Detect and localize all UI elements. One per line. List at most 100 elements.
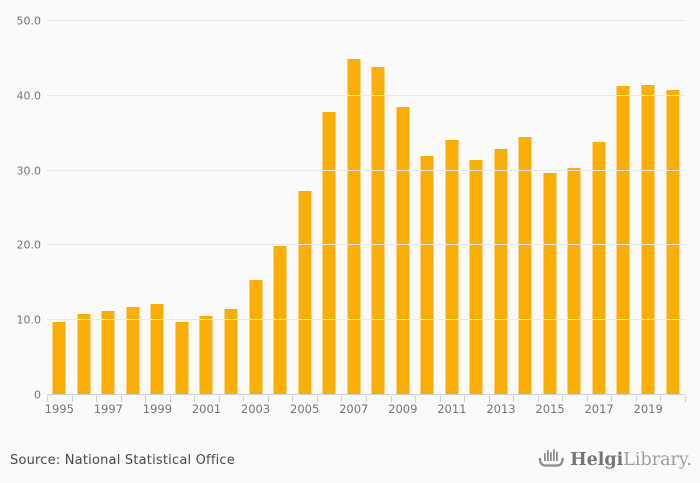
bar-1995: [52, 321, 66, 395]
bar-2009: [396, 107, 410, 395]
bar-band-2008: [366, 21, 391, 395]
chart-footer: Source: National Statistical Office: [0, 437, 700, 483]
x-axis-tick: [685, 396, 686, 402]
x-axis-tick: [586, 396, 588, 402]
y-axis-tick-label: 0: [34, 388, 41, 402]
bar-band-1999: [145, 21, 170, 395]
x-axis-tick-label: 2011: [437, 402, 467, 416]
bar-1998: [126, 307, 140, 395]
bar-band-2001: [194, 21, 219, 395]
x-axis-tick-label: 2005: [290, 402, 320, 416]
bar-band-2012: [464, 21, 489, 395]
x-axis-tick: [292, 396, 294, 402]
gridline: [47, 94, 685, 96]
source-caption: Source: National Statistical Office: [10, 453, 235, 468]
x-axis-tick-label: 2013: [486, 402, 516, 416]
bar-band-2010: [415, 21, 440, 395]
bar-band-2011: [440, 21, 465, 395]
x-axis-tick: [169, 396, 171, 402]
bar-2011: [445, 139, 459, 395]
x-axis-tick: [366, 396, 367, 402]
brand-name: HelgiLibrary.: [570, 449, 692, 470]
bar-2003: [249, 279, 263, 395]
viking-ship-icon: [538, 448, 565, 473]
bar-2014: [518, 136, 532, 395]
x-axis-tick-label: 1997: [93, 402, 123, 416]
bar-2007: [347, 59, 361, 395]
bar-band-2009: [390, 21, 415, 395]
bar-2019: [641, 85, 655, 395]
x-axis-tick: [537, 396, 539, 402]
bar-band-2013: [489, 21, 514, 395]
gridline: [47, 20, 685, 21]
x-axis-tick-label: 2009: [388, 402, 418, 416]
bar-band-2006: [317, 21, 342, 395]
brand-name-light: Library.: [623, 449, 692, 470]
bar-2012: [469, 160, 483, 395]
x-axis-tick: [390, 396, 392, 402]
bar-2006: [322, 111, 336, 395]
x-axis-tick-label: 2001: [191, 402, 222, 416]
y-axis-tick-label: 40.0: [16, 89, 42, 103]
bar-2018: [616, 86, 630, 395]
x-axis-tick-label: 1995: [44, 402, 74, 416]
bar-2016: [567, 168, 581, 395]
x-axis-tick: [660, 396, 662, 402]
y-axis-tick-label: 50.0: [16, 14, 42, 28]
bar-band-2005: [292, 21, 317, 395]
x-axis-tick: [415, 396, 417, 402]
bar-2005: [298, 190, 312, 395]
x-axis-tick: [71, 396, 73, 402]
bar-band-2014: [513, 21, 538, 395]
gridline: [47, 169, 685, 171]
gridline: [47, 244, 685, 246]
bar-1999: [150, 303, 164, 395]
bar-band-2019: [636, 21, 661, 395]
bar-2008: [371, 67, 385, 395]
x-axis-ticks: [47, 395, 686, 402]
x-axis-tick-label: 2003: [240, 402, 271, 416]
bar-band-2007: [341, 21, 366, 395]
gridline: [47, 319, 685, 321]
plot-area: [47, 20, 686, 402]
x-axis-tick: [513, 396, 515, 402]
x-axis-tick: [96, 396, 98, 402]
x-axis-labels: 1995 1997 1999 2001 2003 2005 2007 2009 2011 2013…: [44, 402, 685, 420]
x-axis-tick: [316, 396, 318, 402]
x-axis-tick: [341, 396, 343, 402]
x-axis-tick: [611, 396, 613, 402]
bar-band-2018: [611, 21, 636, 395]
bar-band-1997: [96, 21, 121, 395]
x-axis-tick: [47, 396, 48, 402]
bar-2010: [420, 156, 434, 395]
bar-2013: [494, 148, 508, 395]
bar-band-2020: [660, 21, 685, 395]
bar-1996: [77, 314, 91, 395]
y-axis: 0 10.0 20.0 30.0 40.0 50.0: [0, 16, 42, 401]
x-axis-tick: [194, 396, 196, 402]
bar-band-2000: [170, 21, 195, 395]
bar-1997: [101, 311, 115, 395]
x-axis-tick: [120, 396, 122, 402]
y-axis-tick-label: 30.0: [16, 164, 42, 178]
bar-2001: [199, 316, 213, 395]
x-axis-tick: [439, 396, 441, 402]
bar-2004: [273, 246, 287, 395]
x-axis-tick: [635, 396, 637, 402]
x-axis-tick-label: 2015: [535, 402, 565, 416]
bar-band-1995: [47, 21, 72, 395]
bar-band-2004: [268, 21, 293, 395]
x-axis-tick: [243, 396, 245, 402]
bar-band-2002: [219, 21, 244, 395]
bar-band-1998: [121, 21, 146, 395]
bar-band-1996: [72, 21, 97, 395]
bar-2000: [175, 322, 189, 395]
x-axis-tick-label: 2007: [339, 402, 369, 416]
x-axis-tick-label: 2017: [584, 402, 614, 416]
x-axis-tick: [562, 396, 564, 402]
bar-2020: [666, 89, 680, 395]
helgi-library-logo[interactable]: HelgiLibrary.: [538, 448, 692, 473]
y-axis-tick-label: 10.0: [16, 313, 42, 327]
x-axis-tick: [218, 396, 220, 402]
